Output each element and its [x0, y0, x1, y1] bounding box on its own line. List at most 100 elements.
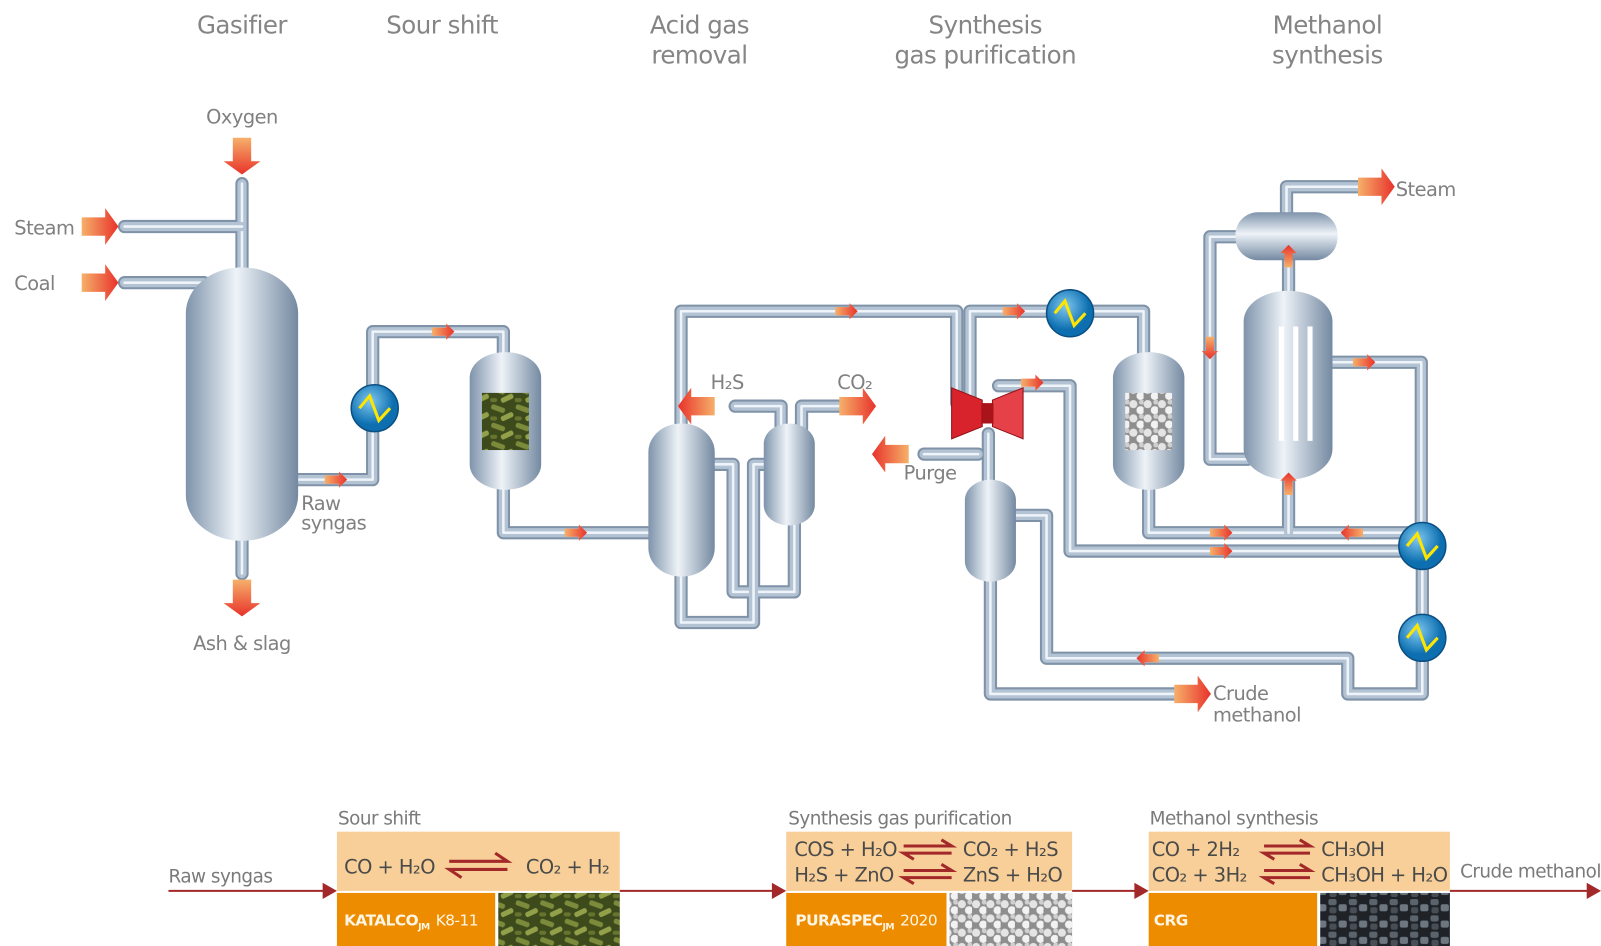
- exchanger-symbol: [1405, 622, 1439, 653]
- catalyst-photo: [1320, 892, 1450, 946]
- absorber: [648, 423, 715, 577]
- arrow-shape: [223, 137, 261, 175]
- stream-label: H₂S: [711, 371, 744, 394]
- step-title: Synthesis gas purification: [788, 809, 1011, 830]
- reaction-left: CO + H₂O: [344, 856, 435, 879]
- step-title: Methanol synthesis: [1150, 809, 1318, 830]
- flow-arrow: [223, 579, 261, 617]
- stage-heading: Acid gas: [650, 11, 749, 40]
- catalyst-panel: [336, 892, 496, 946]
- pipe-highlight: [1147, 483, 1426, 534]
- pipe-highlight: [989, 575, 1186, 696]
- catalyst-bed: [481, 392, 529, 451]
- pipe: [1320, 355, 1428, 553]
- inlet-label: Raw syngas: [168, 867, 272, 888]
- flow-arrow: [677, 387, 715, 425]
- stream-label: CO₂: [837, 371, 872, 394]
- arrow-shape: [1002, 303, 1026, 320]
- arrow-shape: [564, 524, 588, 541]
- reaction-left: CO + 2H₂: [1152, 838, 1240, 861]
- equilibrium-arrow: [898, 838, 958, 861]
- pipe-highlight: [710, 463, 796, 594]
- arrow-shape: [1340, 524, 1364, 541]
- stage-heading: removal: [651, 40, 747, 69]
- pipe: [983, 569, 1192, 701]
- reaction-left: CO₂ + 3H₂: [1152, 864, 1247, 887]
- flow-arrow: [564, 524, 588, 541]
- stream-label: Raw: [301, 492, 341, 515]
- equilibrium-arrow: [1258, 838, 1316, 861]
- flow-arrow: [81, 208, 119, 245]
- stream-label: Coal: [14, 272, 55, 295]
- arrow-shape: [1357, 168, 1395, 206]
- pipe-body: [498, 480, 659, 538]
- stream-label: Crude: [1213, 682, 1268, 705]
- reaction-right: CH₃OH + H₂O: [1321, 864, 1448, 887]
- stream-label: Ash & slag: [193, 632, 291, 655]
- arrow-shape: [1136, 650, 1159, 667]
- flow-arrows: [81, 137, 1395, 713]
- pipe-highlight: [733, 404, 783, 430]
- arrow-shape: [1280, 244, 1297, 268]
- arrow-shape: [1280, 472, 1297, 495]
- reaction-panel: [786, 831, 1073, 891]
- pipe-body: [730, 401, 786, 434]
- catalyst-bed: [1125, 392, 1173, 451]
- catalyst-panel: [1148, 892, 1318, 946]
- stream-label: syngas: [301, 512, 366, 535]
- arrow-shape: [1209, 542, 1233, 560]
- gasifier: [185, 267, 299, 541]
- stage-heading: Methanol: [1273, 11, 1383, 40]
- exchanger-symbol: [1405, 530, 1439, 562]
- flow-arrow: [324, 471, 348, 488]
- flow-arrow: [1280, 472, 1297, 495]
- stage-heading: gas purification: [894, 40, 1076, 69]
- stream-label: Steam: [1396, 178, 1456, 201]
- flow-arrow: [1357, 168, 1395, 206]
- arrow-shape: [839, 387, 877, 425]
- arrow-shape: [1174, 675, 1211, 713]
- reaction-right: ZnS + H₂O: [963, 864, 1063, 887]
- flow-arrow: [1280, 244, 1297, 268]
- regenerator: [763, 423, 815, 526]
- outlet-label: Crude methanol: [1460, 862, 1601, 883]
- heat-exchangers: [350, 289, 1447, 663]
- flow-arrow: [1340, 524, 1364, 541]
- reaction-right: CH₃OH: [1321, 838, 1384, 861]
- exchanger-symbol: [1053, 298, 1087, 329]
- flow-arrow: [1201, 336, 1219, 360]
- catalyst-name: CRG: [1154, 912, 1188, 930]
- stage-heading: Gasifier: [197, 11, 288, 40]
- stream-label: Oxygen: [206, 105, 278, 128]
- step-title: Sour shift: [338, 809, 421, 830]
- pipe-highlight: [502, 483, 655, 534]
- reaction-right: CO₂ + H₂: [526, 856, 609, 879]
- arrow-shape: [1352, 354, 1376, 371]
- stage-heading: Synthesis: [929, 11, 1042, 40]
- stage-heading: Sour shift: [386, 11, 499, 40]
- flow-arrow: [839, 387, 877, 425]
- equilibrium-arrow: [444, 851, 513, 879]
- pipe-highlight: [679, 463, 770, 624]
- catalyst-photo: [498, 892, 620, 946]
- flow-arrow: [1136, 650, 1159, 667]
- arrow-shape: [431, 323, 455, 340]
- flow-arrow: [1174, 675, 1211, 713]
- compressor: [991, 387, 1024, 440]
- pipework: [117, 177, 1431, 701]
- arrow-shape: [1021, 374, 1044, 391]
- catalyst-name: PURASPECJM 2020: [795, 912, 937, 933]
- converter-tubes: [1278, 326, 1313, 441]
- pipe-highlight: [1011, 514, 1424, 696]
- vessels: [185, 212, 1338, 582]
- stream-label: Steam: [14, 217, 74, 240]
- flow-arrow: [1209, 524, 1233, 541]
- equilibrium-arrow: [898, 863, 958, 886]
- reaction-panel: [1148, 831, 1450, 891]
- arrow-shape: [1209, 524, 1233, 541]
- catalyst-photo: [949, 892, 1073, 946]
- reaction-left: H₂S + ZnO: [794, 864, 894, 887]
- arrow-shape: [677, 387, 715, 425]
